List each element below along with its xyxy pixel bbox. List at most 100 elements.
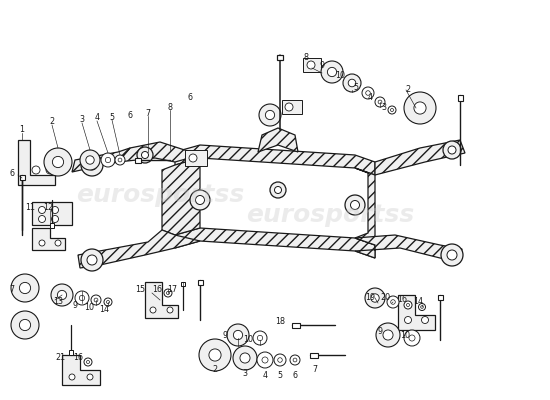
Circle shape <box>227 324 249 346</box>
Circle shape <box>52 216 58 222</box>
Text: 21: 21 <box>55 354 65 362</box>
Text: 18: 18 <box>275 318 285 326</box>
Text: 6: 6 <box>293 370 298 380</box>
Text: 6: 6 <box>188 92 192 102</box>
Circle shape <box>404 316 411 324</box>
Circle shape <box>199 339 231 371</box>
Circle shape <box>11 274 39 302</box>
Circle shape <box>404 92 436 124</box>
Circle shape <box>44 148 72 176</box>
Text: 11: 11 <box>25 204 35 212</box>
Circle shape <box>350 200 360 210</box>
Circle shape <box>19 319 31 330</box>
Circle shape <box>376 323 400 347</box>
Bar <box>282 100 302 114</box>
Polygon shape <box>78 230 200 268</box>
Polygon shape <box>437 295 443 300</box>
Text: 17: 17 <box>167 286 177 294</box>
Circle shape <box>32 166 40 174</box>
Text: 4: 4 <box>367 94 372 102</box>
Polygon shape <box>292 322 300 328</box>
Text: 8: 8 <box>168 102 173 112</box>
Text: 9: 9 <box>222 332 228 340</box>
Text: 7: 7 <box>9 286 14 294</box>
Polygon shape <box>72 148 130 172</box>
Polygon shape <box>375 140 465 175</box>
Text: 5: 5 <box>277 370 283 380</box>
Text: 7: 7 <box>145 108 151 118</box>
Circle shape <box>293 358 297 362</box>
Circle shape <box>79 295 85 301</box>
Text: 10: 10 <box>84 302 94 312</box>
Circle shape <box>406 304 410 306</box>
Circle shape <box>262 357 268 363</box>
Circle shape <box>39 206 46 214</box>
Circle shape <box>91 295 101 305</box>
Polygon shape <box>175 228 375 258</box>
Polygon shape <box>162 158 200 235</box>
Circle shape <box>209 349 221 361</box>
Text: 2: 2 <box>50 118 54 126</box>
Polygon shape <box>277 55 283 60</box>
Circle shape <box>307 61 315 69</box>
Circle shape <box>87 255 97 265</box>
Circle shape <box>345 195 365 215</box>
Circle shape <box>285 103 293 111</box>
Circle shape <box>57 290 67 300</box>
Circle shape <box>164 289 172 297</box>
Text: 1: 1 <box>19 126 25 134</box>
Circle shape <box>383 330 393 340</box>
Circle shape <box>404 330 420 346</box>
Polygon shape <box>118 142 200 162</box>
Text: 19: 19 <box>365 294 375 302</box>
Polygon shape <box>62 355 100 385</box>
Polygon shape <box>458 95 463 101</box>
Circle shape <box>387 296 399 308</box>
Circle shape <box>39 216 46 222</box>
Circle shape <box>167 307 173 313</box>
Text: 7: 7 <box>312 366 317 374</box>
Text: 10: 10 <box>243 334 253 344</box>
Circle shape <box>390 300 395 304</box>
Circle shape <box>290 355 300 365</box>
Text: 16: 16 <box>73 354 83 362</box>
Text: 5: 5 <box>354 82 359 92</box>
Circle shape <box>390 108 393 112</box>
Circle shape <box>150 307 156 313</box>
Circle shape <box>274 354 286 366</box>
Text: 3: 3 <box>243 368 248 378</box>
Text: 10: 10 <box>400 330 410 340</box>
Circle shape <box>253 331 267 345</box>
Circle shape <box>51 284 73 306</box>
Circle shape <box>80 150 100 170</box>
Circle shape <box>233 346 257 370</box>
Circle shape <box>107 300 109 304</box>
Polygon shape <box>145 282 178 318</box>
Circle shape <box>421 306 424 308</box>
Text: 10: 10 <box>335 72 345 80</box>
Circle shape <box>69 374 75 380</box>
Circle shape <box>141 152 148 158</box>
Text: 16: 16 <box>152 286 162 294</box>
Text: 14: 14 <box>413 298 423 306</box>
Circle shape <box>87 160 97 170</box>
Bar <box>185 150 207 166</box>
Text: 13: 13 <box>53 298 63 306</box>
Text: 15: 15 <box>135 286 145 294</box>
Text: 9: 9 <box>377 328 383 336</box>
Circle shape <box>365 288 385 308</box>
Circle shape <box>46 166 54 174</box>
Text: 4: 4 <box>262 370 267 380</box>
Circle shape <box>274 186 282 194</box>
Text: 8: 8 <box>304 54 309 62</box>
Circle shape <box>190 190 210 210</box>
Text: 3: 3 <box>80 116 85 124</box>
Circle shape <box>81 154 103 176</box>
Circle shape <box>19 282 31 294</box>
Polygon shape <box>355 235 462 262</box>
Text: eurosportss: eurosportss <box>246 203 414 227</box>
Circle shape <box>278 358 282 362</box>
Circle shape <box>233 330 243 340</box>
Circle shape <box>189 154 197 162</box>
Text: 14: 14 <box>99 304 109 314</box>
